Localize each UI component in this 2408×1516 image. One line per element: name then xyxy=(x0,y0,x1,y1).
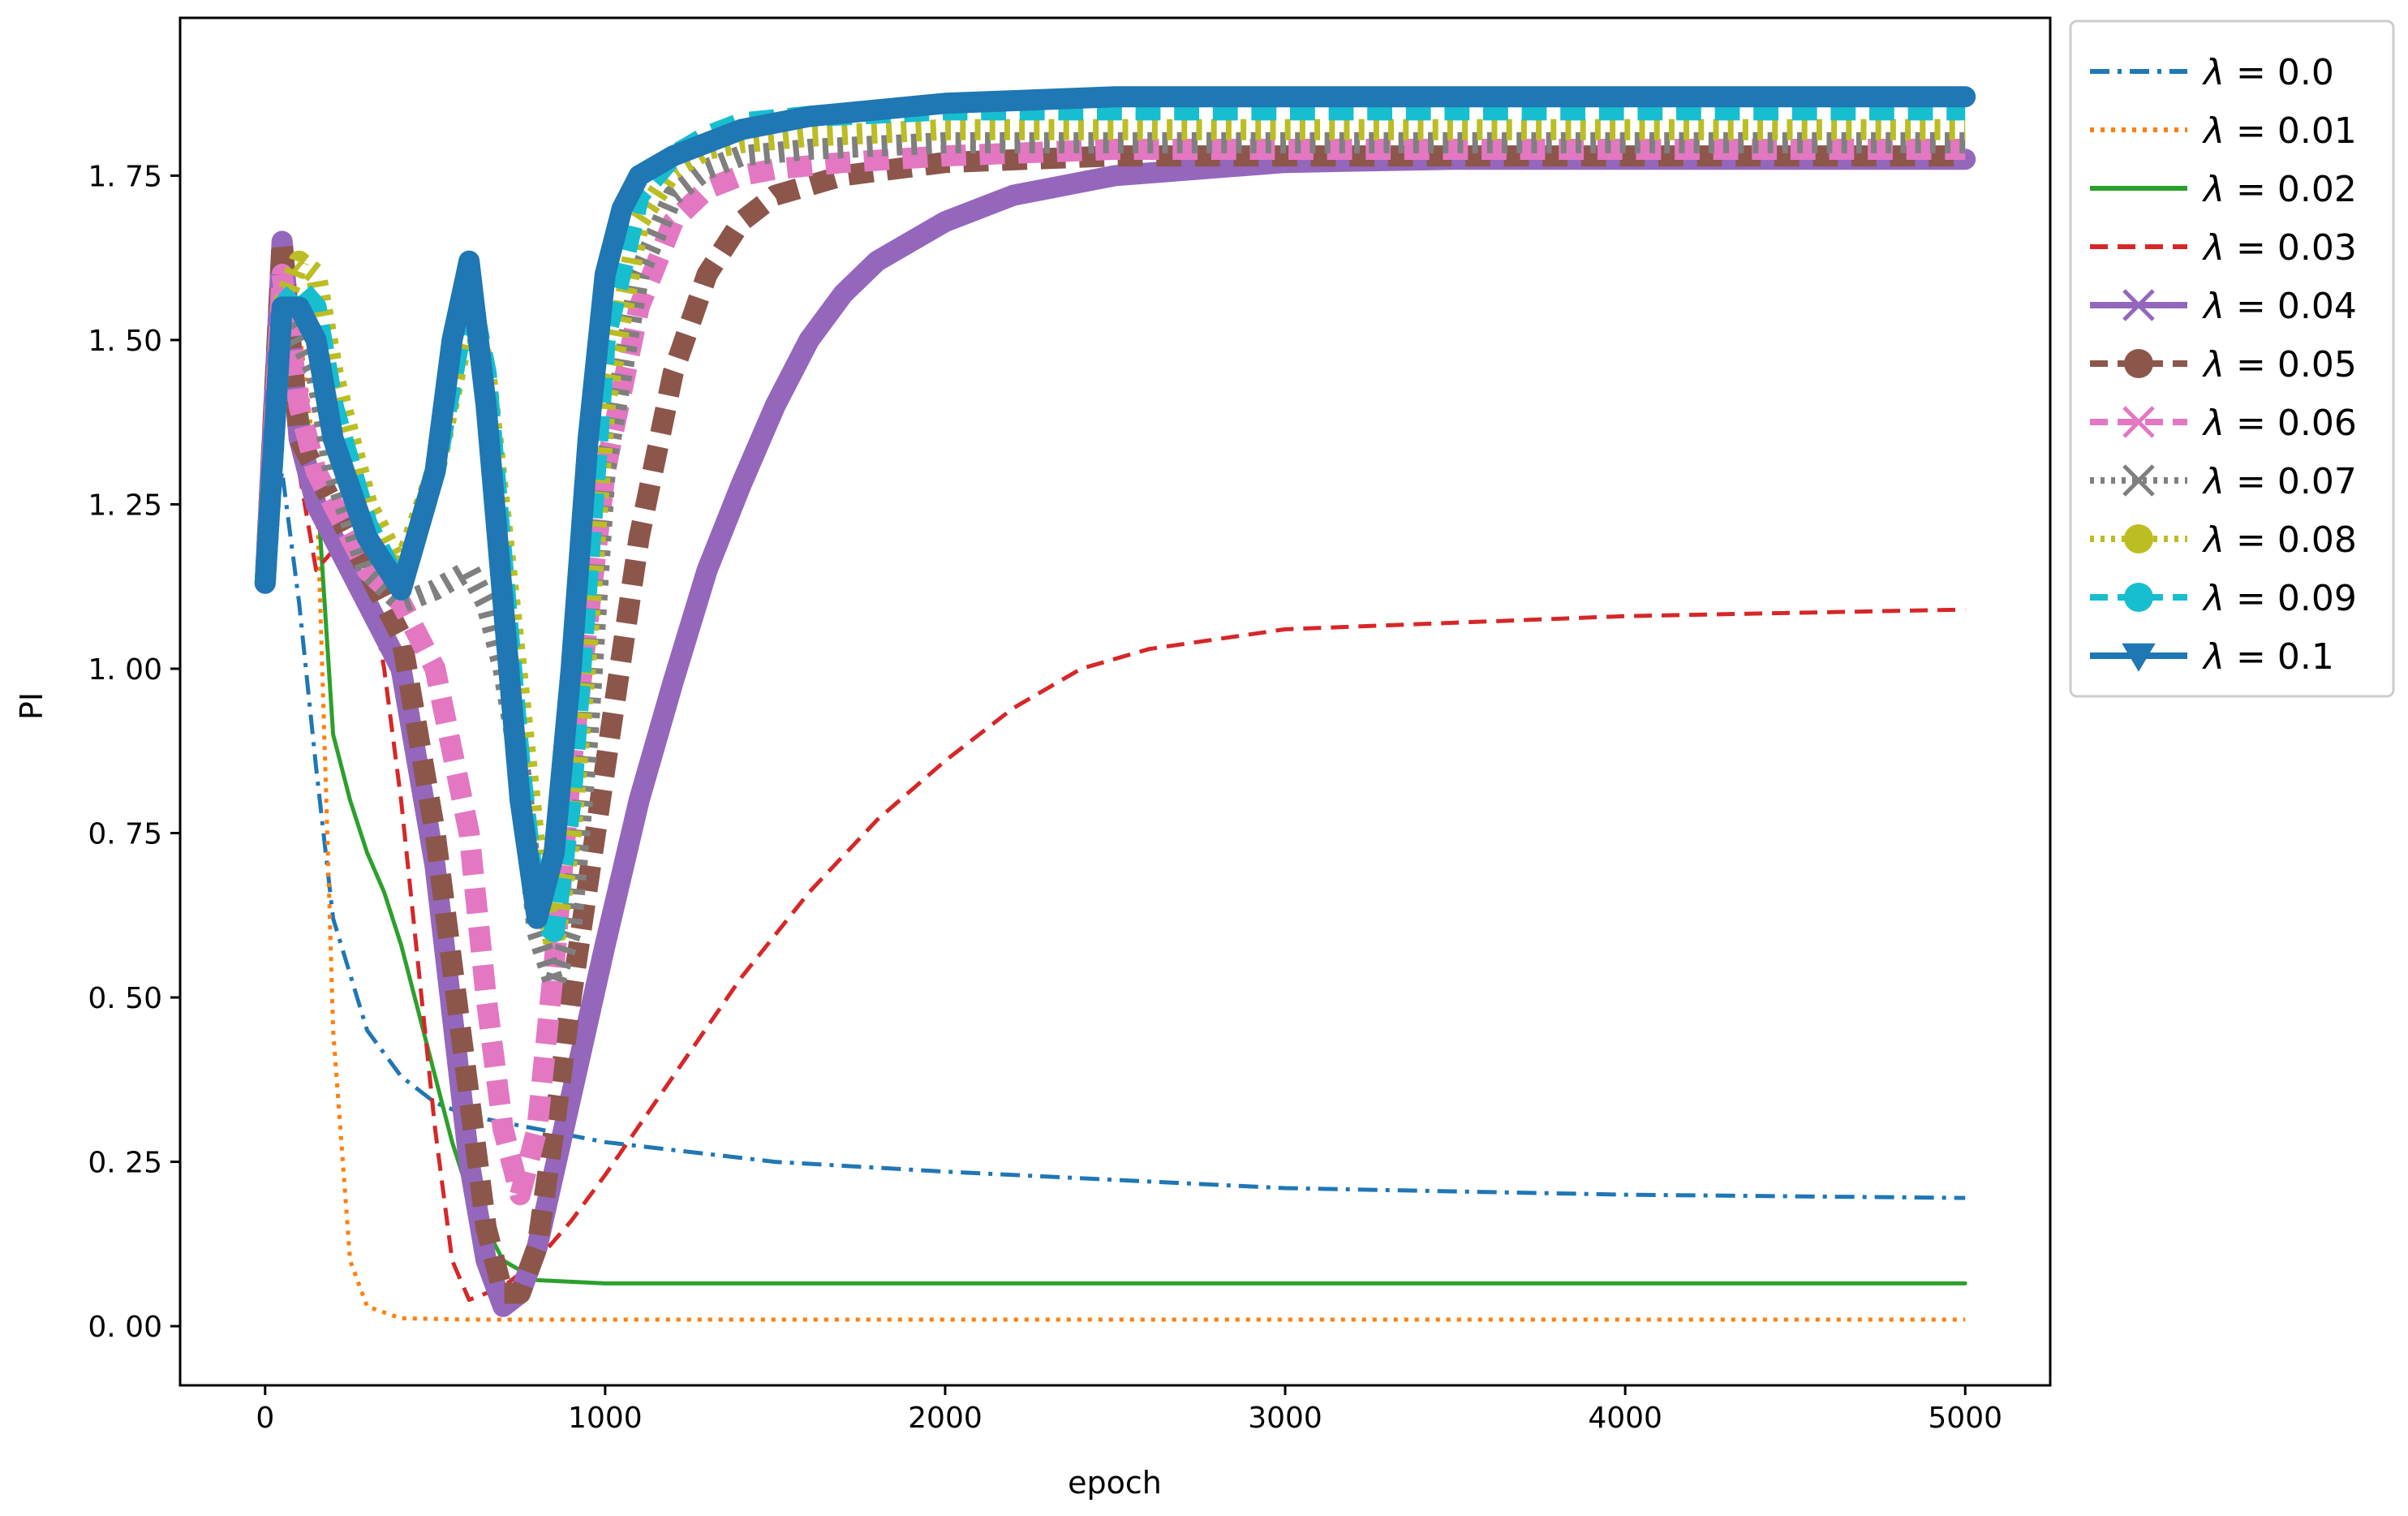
legend-label-symbol: λ xyxy=(2202,169,2225,210)
legend-swatch-marker xyxy=(2122,406,2155,438)
legend-label-value: = 0.1 xyxy=(2225,636,2334,678)
legend-label: λ = 0.06 xyxy=(2202,403,2357,444)
x-axis-label: epoch xyxy=(1068,1465,1162,1501)
legend-label: λ = 0.05 xyxy=(2202,344,2357,385)
legend-entry-2: λ = 0.02 xyxy=(2090,169,2357,210)
legend-label-value: = 0.0 xyxy=(2225,52,2334,93)
legend-entry-7: λ = 0.07 xyxy=(2090,461,2357,502)
legend: λ = 0.0λ = 0.01λ = 0.02λ = 0.03λ = 0.04λ… xyxy=(2069,19,2395,698)
x-tick-label: 1000 xyxy=(568,1402,643,1435)
legend-swatch-marker xyxy=(2124,524,2153,553)
legend-label-symbol: λ xyxy=(2202,578,2225,619)
legend-label: λ = 0.09 xyxy=(2202,578,2357,619)
legend-label: λ = 0.07 xyxy=(2202,461,2357,502)
legend-label: λ = 0.01 xyxy=(2202,110,2357,152)
series-line-7 xyxy=(254,131,1966,995)
legend-label-value: = 0.03 xyxy=(2225,227,2357,269)
legend-label: λ = 0.04 xyxy=(2202,286,2357,327)
y-tick-label: 0. 50 xyxy=(88,982,162,1015)
y-tick-label: 1. 00 xyxy=(88,653,162,687)
legend-entry-1: λ = 0.01 xyxy=(2090,110,2357,152)
y-tick-label: 1. 75 xyxy=(88,160,162,193)
legend-label-symbol: λ xyxy=(2202,52,2225,93)
legend-entry-0: λ = 0.0 xyxy=(2090,52,2334,93)
legend-label-value: = 0.09 xyxy=(2225,578,2357,619)
legend-entry-8: λ = 0.08 xyxy=(2090,519,2357,561)
legend-swatch-marker xyxy=(2124,349,2153,378)
legend-label-symbol: λ xyxy=(2202,636,2225,678)
legend-entry-5: λ = 0.05 xyxy=(2090,344,2357,385)
legend-label-symbol: λ xyxy=(2202,461,2225,502)
x-tick-label: 0 xyxy=(256,1402,274,1435)
legend-swatch-marker xyxy=(2122,643,2156,672)
legend-label-symbol: λ xyxy=(2202,227,2225,269)
series-layer xyxy=(254,86,1976,1322)
legend-label: λ = 0.0 xyxy=(2202,52,2334,93)
y-tick-label: 0. 75 xyxy=(88,818,162,851)
axes-layer: 0 1000 2000 3000 4000 5000 0. 00 0. 25 0. 50 0. 7… xyxy=(88,160,2002,1435)
legend-label-symbol: λ xyxy=(2202,403,2225,444)
legend-label: λ = 0.03 xyxy=(2202,227,2357,269)
legend-label: λ = 0.02 xyxy=(2202,169,2357,210)
legend-label-symbol: λ xyxy=(2202,344,2225,385)
legend-label-symbol: λ xyxy=(2202,110,2225,152)
legend-entry-6: λ = 0.06 xyxy=(2090,403,2357,444)
legend-entry-3: λ = 0.03 xyxy=(2090,227,2357,269)
series-line-4 xyxy=(254,149,1976,1317)
legend-label-symbol: λ xyxy=(2202,286,2225,327)
x-tick-label: 3000 xyxy=(1248,1402,1322,1435)
x-tick-label: 5000 xyxy=(1928,1402,2002,1435)
y-axis-label: PI xyxy=(14,692,49,720)
legend-label-value: = 0.04 xyxy=(2225,286,2357,327)
plot-frame xyxy=(178,16,2052,1387)
legend-entry-9: λ = 0.09 xyxy=(2090,578,2357,619)
legend-label-value: = 0.07 xyxy=(2225,461,2357,502)
legend-label: λ = 0.1 xyxy=(2202,636,2334,678)
series-line-0 xyxy=(263,469,1966,1200)
legend-label-value: = 0.08 xyxy=(2225,519,2357,561)
legend-label: λ = 0.08 xyxy=(2202,519,2357,561)
legend-label-symbol: λ xyxy=(2202,519,2225,561)
y-tick-label: 0. 25 xyxy=(88,1147,162,1180)
series-line-10 xyxy=(254,86,1976,929)
legend-label-value: = 0.06 xyxy=(2225,403,2357,444)
legend-label-value: = 0.05 xyxy=(2225,344,2357,385)
legend-entry-4: λ = 0.04 xyxy=(2090,286,2357,327)
legend-entry-10: λ = 0.1 xyxy=(2090,636,2334,678)
y-tick-label: 1. 25 xyxy=(88,489,162,522)
x-tick-label: 4000 xyxy=(1588,1402,1662,1435)
y-tick-label: 0. 00 xyxy=(88,1311,162,1344)
y-tick-label: 1. 50 xyxy=(88,325,162,358)
legend-label-value: = 0.01 xyxy=(2225,110,2357,152)
legend-swatch-marker xyxy=(2124,583,2153,612)
series-line-6 xyxy=(254,139,1966,1206)
x-tick-label: 2000 xyxy=(908,1402,983,1435)
legend-label-value: = 0.02 xyxy=(2225,169,2357,210)
legend-swatch-marker xyxy=(2122,464,2155,497)
legend-swatch-marker xyxy=(2122,289,2155,321)
